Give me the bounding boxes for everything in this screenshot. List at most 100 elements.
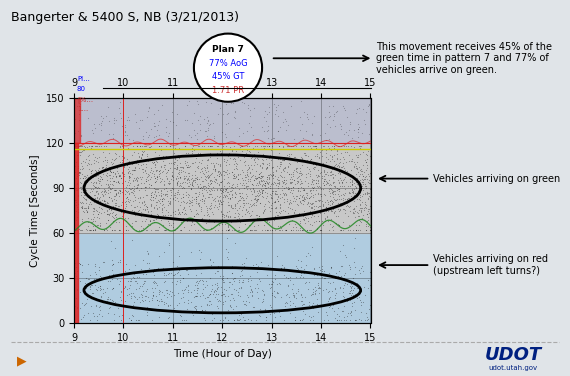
Point — [91, 269, 100, 275]
Point — [114, 227, 123, 233]
Point — [173, 207, 182, 213]
Point — [235, 193, 245, 199]
Point — [324, 143, 333, 149]
Point — [198, 187, 207, 193]
Point — [351, 208, 360, 214]
Point — [317, 198, 327, 204]
Point — [246, 203, 255, 209]
Point — [217, 173, 226, 179]
Point — [340, 317, 349, 323]
Point — [80, 312, 89, 318]
Point — [278, 178, 287, 184]
Point — [214, 171, 223, 177]
Point — [365, 180, 374, 186]
Point — [292, 180, 302, 186]
Point — [292, 193, 301, 199]
Point — [250, 156, 259, 162]
Point — [333, 186, 342, 192]
Point — [83, 205, 92, 211]
Point — [191, 172, 200, 178]
Point — [306, 210, 315, 216]
Point — [280, 165, 289, 171]
Point — [230, 317, 239, 323]
Point — [100, 186, 109, 193]
Point — [188, 160, 197, 166]
Point — [355, 283, 364, 289]
Point — [349, 192, 358, 198]
Point — [309, 265, 318, 271]
Point — [311, 143, 320, 149]
Point — [270, 294, 279, 300]
Point — [100, 259, 109, 265]
Point — [347, 143, 356, 149]
Point — [308, 161, 317, 167]
Point — [356, 143, 365, 149]
Point — [336, 227, 345, 233]
Point — [301, 190, 310, 196]
Point — [135, 199, 144, 205]
Point — [126, 202, 135, 208]
Point — [193, 176, 202, 182]
Point — [296, 172, 306, 178]
Point — [341, 199, 351, 205]
Point — [284, 294, 294, 300]
Point — [291, 207, 300, 213]
Point — [253, 196, 262, 202]
Point — [186, 289, 196, 295]
Point — [327, 187, 336, 193]
Point — [92, 143, 101, 149]
Point — [76, 167, 85, 173]
Point — [89, 199, 99, 205]
Point — [112, 187, 121, 193]
Point — [188, 310, 197, 316]
Point — [355, 197, 364, 203]
Point — [253, 196, 262, 202]
Point — [329, 158, 339, 164]
Point — [229, 205, 238, 211]
Point — [301, 128, 310, 134]
Point — [246, 212, 255, 218]
Point — [221, 315, 230, 321]
Point — [95, 185, 104, 191]
Point — [200, 167, 209, 173]
Point — [131, 167, 140, 173]
Point — [154, 152, 164, 158]
Point — [203, 124, 212, 130]
Point — [97, 168, 106, 174]
Point — [322, 197, 331, 203]
Point — [78, 205, 87, 211]
Point — [241, 301, 250, 307]
Point — [303, 200, 312, 206]
Point — [248, 191, 257, 197]
Point — [104, 183, 113, 189]
Point — [132, 185, 141, 191]
Point — [255, 212, 264, 218]
Point — [148, 293, 157, 299]
Point — [245, 216, 254, 222]
Point — [87, 303, 96, 309]
Point — [191, 159, 200, 165]
Point — [154, 204, 164, 210]
Point — [251, 193, 260, 199]
Point — [342, 253, 351, 259]
Point — [273, 198, 282, 204]
Point — [344, 195, 353, 201]
Point — [76, 132, 86, 138]
Point — [111, 173, 120, 179]
Point — [71, 273, 80, 279]
Point — [154, 224, 163, 230]
Point — [349, 294, 359, 300]
Point — [361, 223, 370, 229]
Point — [123, 162, 132, 168]
Point — [186, 186, 196, 192]
Point — [79, 178, 88, 184]
Point — [203, 302, 212, 308]
Text: This movement receives 45% of the
green time in pattern 7 and 77% of
vehicles ar: This movement receives 45% of the green … — [376, 42, 552, 75]
Point — [131, 185, 140, 191]
Point — [251, 155, 260, 161]
Point — [246, 227, 255, 233]
Point — [239, 154, 249, 160]
Point — [79, 208, 88, 214]
Point — [181, 150, 190, 156]
Point — [349, 127, 359, 133]
